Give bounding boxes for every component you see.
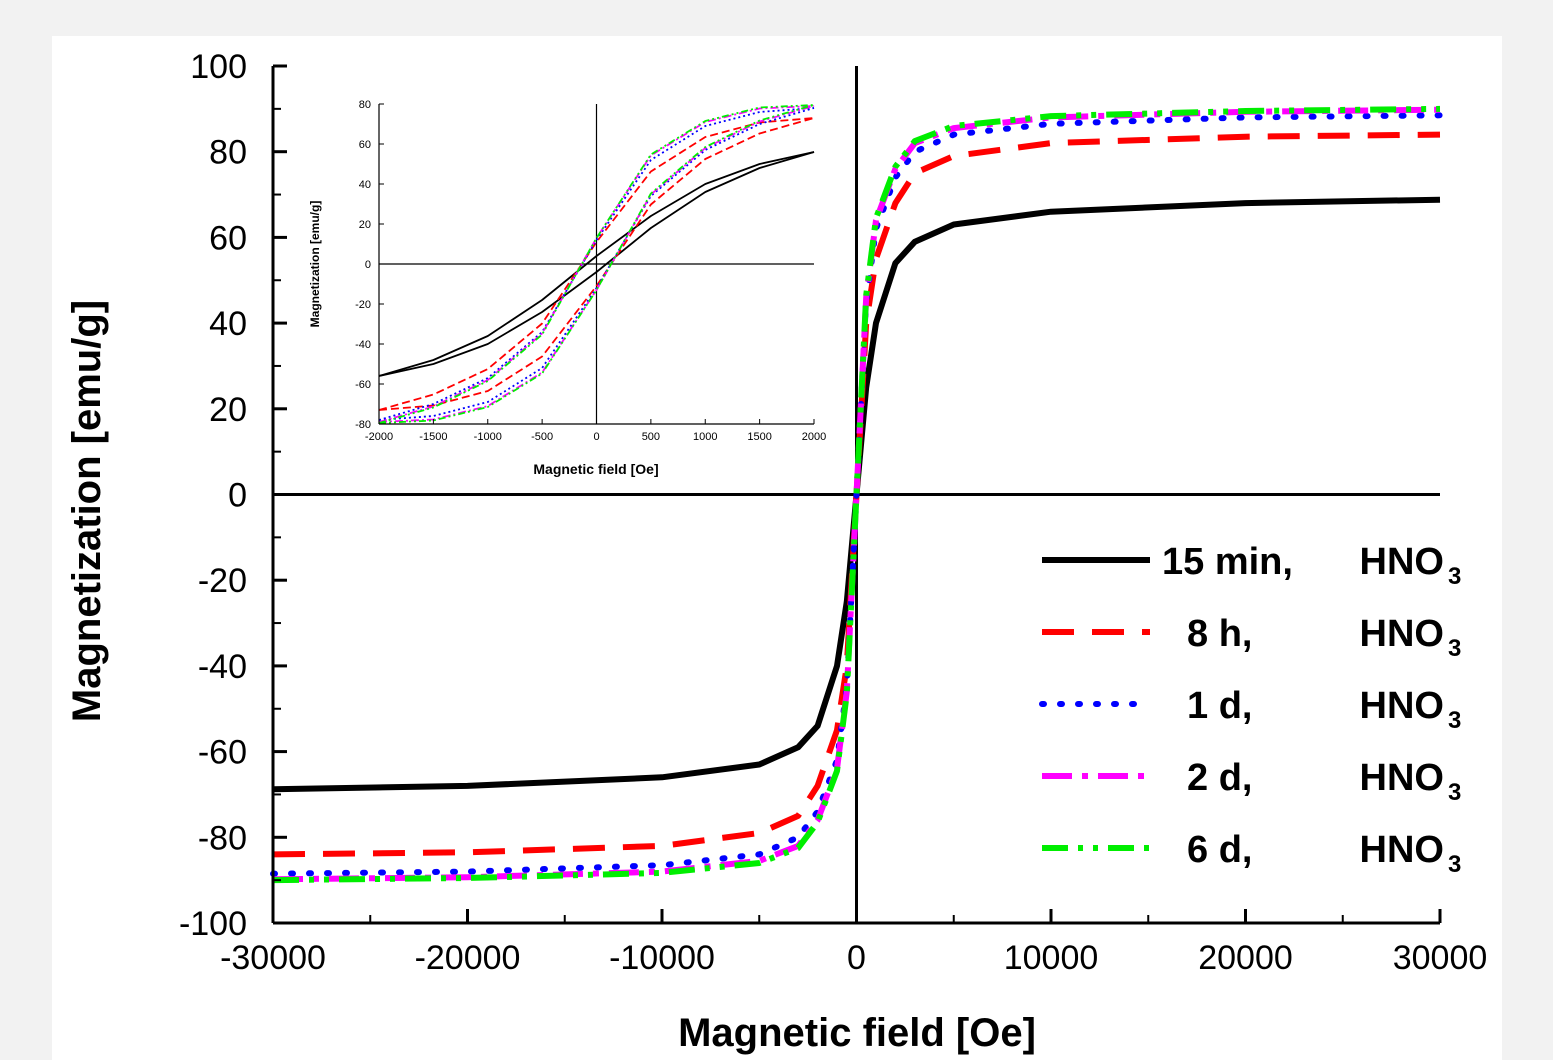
legend-label-acid: HNO bbox=[1360, 829, 1444, 871]
inset-y-tick-label: 40 bbox=[359, 179, 371, 191]
legend: 15 min, HNO 38 h, HNO 31 d, HNO 32 d, HNO 36 d, H… bbox=[1039, 541, 1461, 878]
inset-y-tick-label: -20 bbox=[355, 299, 371, 311]
inset-plot-area: -80 -60 -40 -20 0 20 40 60 80 -2000 -1500 -1000 -500… bbox=[355, 99, 826, 443]
y-tick-label: 100 bbox=[190, 48, 247, 86]
inset-series-line-2-descending bbox=[378, 107, 815, 421]
y-axis-title: Magnetization [emu/g] bbox=[65, 300, 109, 722]
x-tick-label: -10000 bbox=[609, 939, 715, 977]
legend-label-subscript: 3 bbox=[1448, 563, 1461, 590]
inset-x-tick-label: 1000 bbox=[693, 431, 717, 443]
legend-label-subscript: 3 bbox=[1448, 707, 1461, 734]
legend-label-subscript: 3 bbox=[1448, 635, 1461, 662]
inset-x-tick-label: 1500 bbox=[747, 431, 771, 443]
inset-series-line-1-ascending bbox=[378, 117, 815, 411]
inset-series-line-3-descending bbox=[378, 105, 815, 423]
x-tick-label: 0 bbox=[847, 939, 866, 977]
legend-label-time: 15 min, bbox=[1162, 541, 1293, 583]
y-tick-label: 60 bbox=[209, 219, 247, 257]
x-tick-label: 20000 bbox=[1198, 939, 1293, 977]
legend-label-time: 6 d, bbox=[1187, 829, 1252, 871]
legend-label-time: 1 d, bbox=[1187, 685, 1252, 727]
x-tick-label: 10000 bbox=[1004, 939, 1099, 977]
figure: Magnetic field [Oe] Magnetization [emu/g… bbox=[52, 36, 1502, 1060]
inset-x-tick-label: 0 bbox=[593, 431, 599, 443]
y-tick-label: 40 bbox=[209, 305, 247, 343]
inset-x-tick-label: 500 bbox=[642, 431, 660, 443]
y-tick-label: -80 bbox=[198, 819, 247, 857]
y-tick-label: -40 bbox=[198, 648, 247, 686]
legend-label-acid: HNO bbox=[1360, 685, 1444, 727]
inset-y-tick-label: 80 bbox=[359, 99, 371, 111]
y-tick-label: 0 bbox=[228, 477, 247, 515]
inset-y-tick-label: -40 bbox=[355, 339, 371, 351]
inset-series-line-0-descending bbox=[378, 151, 815, 377]
y-tick-label: 20 bbox=[209, 391, 247, 429]
series-line-3 bbox=[272, 106, 1441, 883]
x-tick-label: -20000 bbox=[415, 939, 521, 977]
legend-label-acid: HNO bbox=[1360, 541, 1444, 583]
magnetization-chart: Magnetic field [Oe] Magnetization [emu/g… bbox=[65, 48, 1487, 1055]
inset-y-tick-label: 60 bbox=[359, 139, 371, 151]
inset-x-axis-title: Magnetic field [Oe] bbox=[533, 461, 658, 477]
legend-label-subscript: 3 bbox=[1448, 851, 1461, 878]
inset-y-tick-label: 0 bbox=[365, 259, 371, 271]
inset-x-tick-label: -1000 bbox=[474, 431, 502, 443]
inset-x-tick-label: -2000 bbox=[365, 431, 393, 443]
legend-label-acid: HNO bbox=[1360, 613, 1444, 655]
inset-y-tick-label: 20 bbox=[359, 219, 371, 231]
series-line-2 bbox=[270, 112, 1443, 877]
y-tick-label: -100 bbox=[179, 905, 247, 943]
inset-y-tick-label: -80 bbox=[355, 419, 371, 431]
y-tick-label: 80 bbox=[209, 134, 247, 172]
legend-label-acid: HNO bbox=[1360, 757, 1444, 799]
inset-series-line-0-ascending bbox=[378, 151, 815, 377]
series-line-4 bbox=[272, 105, 1441, 884]
legend-label-time: 8 h, bbox=[1187, 613, 1252, 655]
legend-label-time: 2 d, bbox=[1187, 757, 1252, 799]
inset-x-tick-label: -1500 bbox=[419, 431, 447, 443]
inset-series-line-2-ascending bbox=[378, 107, 815, 421]
x-tick-label: 30000 bbox=[1393, 939, 1488, 977]
y-tick-label: -20 bbox=[198, 562, 247, 600]
inset-series-line-4-descending bbox=[378, 104, 815, 424]
inset-series-line-1-descending bbox=[378, 117, 815, 411]
inset-x-tick-label: -500 bbox=[531, 431, 553, 443]
x-axis-title: Magnetic field [Oe] bbox=[678, 1011, 1036, 1055]
y-tick-label: -60 bbox=[198, 734, 247, 772]
inset-series-line-3-ascending bbox=[378, 105, 815, 423]
inset-x-tick-label: 2000 bbox=[802, 431, 826, 443]
x-tick-label: -30000 bbox=[220, 939, 326, 977]
inset-y-axis-title: Magnetization [emu/g] bbox=[308, 201, 322, 328]
inset-series-line-4-ascending bbox=[378, 104, 815, 424]
legend-label-subscript: 3 bbox=[1448, 779, 1461, 806]
inset-y-tick-label: -60 bbox=[355, 379, 371, 391]
